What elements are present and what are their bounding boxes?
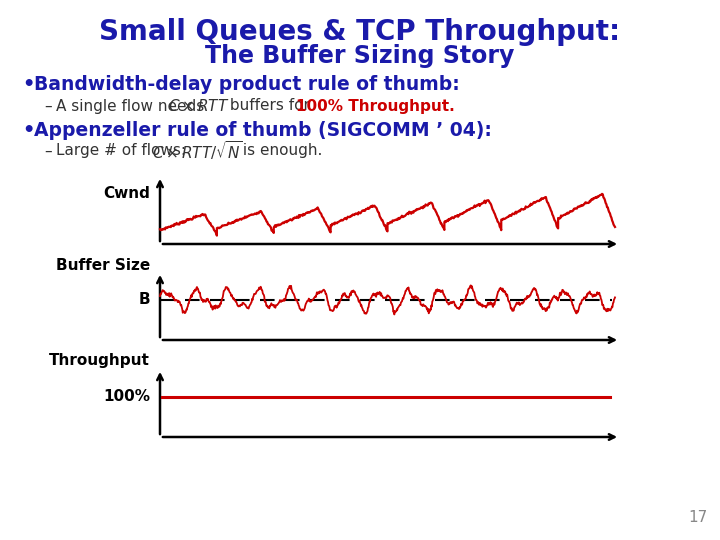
Text: 17: 17 [689, 510, 708, 525]
Text: is enough.: is enough. [238, 144, 323, 159]
Text: buffers for: buffers for [225, 98, 315, 113]
Text: Bandwidth-delay product rule of thumb:: Bandwidth-delay product rule of thumb: [34, 76, 460, 94]
Text: A single flow needs: A single flow needs [56, 98, 209, 113]
Text: –: – [44, 144, 52, 159]
Text: $C \times RTT/\sqrt{N}$: $C \times RTT/\sqrt{N}$ [152, 139, 243, 163]
Text: Throughput: Throughput [49, 354, 150, 368]
Text: $C \times RTT$: $C \times RTT$ [168, 98, 230, 114]
Text: Small Queues & TCP Throughput:: Small Queues & TCP Throughput: [99, 18, 621, 46]
Text: Appenzeller rule of thumb (SIGCOMM ’ 04):: Appenzeller rule of thumb (SIGCOMM ’ 04)… [34, 120, 492, 139]
Text: •: • [22, 120, 35, 139]
Text: B: B [138, 292, 150, 307]
Text: •: • [22, 76, 35, 94]
Text: 100%: 100% [103, 389, 150, 404]
Text: Buffer Size: Buffer Size [55, 259, 150, 273]
Text: The Buffer Sizing Story: The Buffer Sizing Story [205, 44, 515, 68]
Text: Large # of flows:: Large # of flows: [56, 144, 191, 159]
Text: Cwnd: Cwnd [103, 186, 150, 200]
Text: –: – [44, 98, 52, 113]
Text: 100% Throughput.: 100% Throughput. [296, 98, 455, 113]
